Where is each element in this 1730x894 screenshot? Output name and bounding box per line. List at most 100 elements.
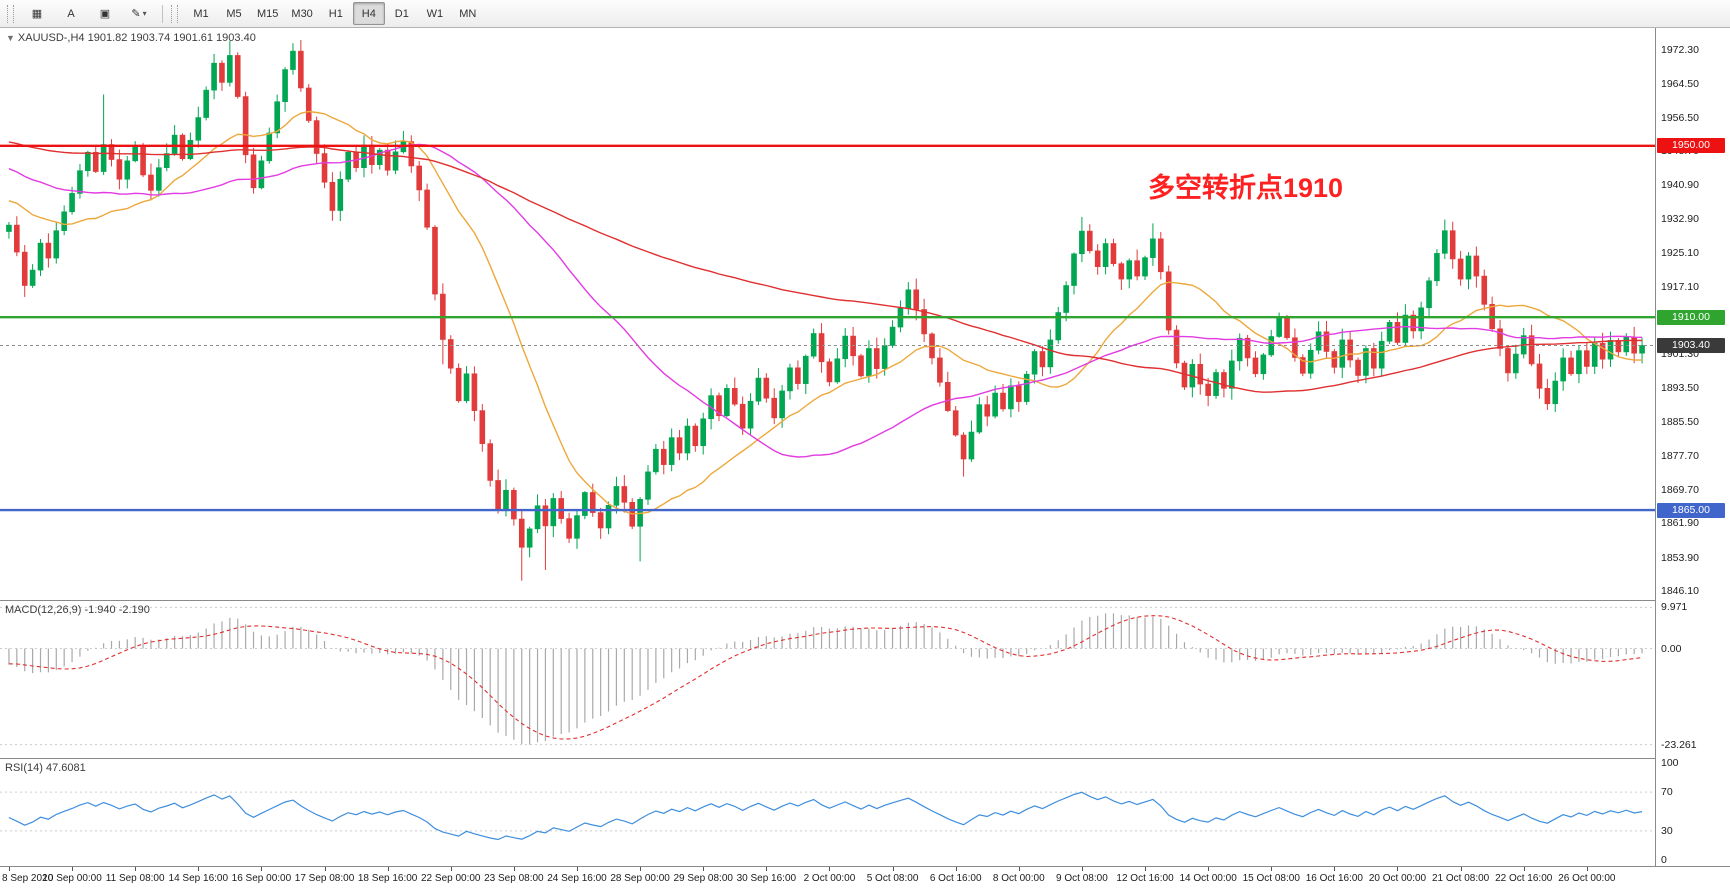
toolbar-separator bbox=[162, 4, 163, 23]
time-axis[interactable]: 8 Sep 2020 10 Sep 00:00 11 Sep 08:00 14 Sep… bbox=[0, 866, 1730, 894]
ma-fast-line bbox=[8, 110, 1643, 515]
time-axis-tick bbox=[766, 867, 768, 871]
macd-signal-line bbox=[8, 615, 1643, 740]
price-axis-label: 1940.90 bbox=[1661, 178, 1699, 191]
time-axis-label: 8 Sep 2020 bbox=[2, 873, 54, 884]
level-price-badge-1950.00: 1950.00 bbox=[1657, 138, 1725, 154]
time-axis-label: 23 Sep 08:00 bbox=[484, 873, 544, 884]
time-axis-label: 8 Oct 00:00 bbox=[992, 873, 1045, 884]
time-axis-tick bbox=[829, 867, 831, 871]
chart-window-glyph: ▦ bbox=[31, 8, 43, 20]
macd-axis-label: -23.261 bbox=[1661, 738, 1697, 751]
timeframe-button-group: M1 M5 M15 M30 H1 H4 D1 W1 MN bbox=[185, 2, 484, 25]
timeframe-button-W1[interactable]: W1 bbox=[426, 7, 444, 20]
time-axis-tick bbox=[1460, 867, 1462, 871]
time-axis-label: 2 Oct 00:00 bbox=[803, 873, 856, 884]
timeframe-button-D1[interactable]: D1 bbox=[394, 7, 409, 20]
colors-glyph: ✎ bbox=[131, 8, 141, 20]
time-axis-label: 16 Oct 16:00 bbox=[1305, 873, 1363, 884]
template-icon[interactable]: ▣ bbox=[89, 2, 121, 25]
price-axis-label: 1925.10 bbox=[1661, 246, 1699, 259]
top-toolbar: ▦ A ▣ ✎ ▾ M1 M5 M15 M30 H1 H4 D1 W1 MN bbox=[0, 0, 1730, 28]
timeframe-button-M5[interactable]: M5 bbox=[226, 7, 242, 20]
timeframe-button-M1[interactable]: M1 bbox=[193, 7, 209, 20]
timeframe-button-M30[interactable]: M30 bbox=[291, 7, 313, 20]
level-price-badge-1910.00: 1910.00 bbox=[1657, 309, 1725, 325]
timeframe-button-H1[interactable]: H1 bbox=[328, 7, 343, 20]
timeframe-button-M15[interactable]: M15 bbox=[257, 7, 279, 20]
time-axis-label: 6 Oct 16:00 bbox=[929, 873, 982, 884]
time-axis-label: 28 Sep 00:00 bbox=[610, 873, 670, 884]
ma-mid-line bbox=[8, 143, 1643, 458]
price-axis[interactable]: 1972.301964.501956.501948.701940.901932.… bbox=[1656, 28, 1730, 866]
rsi-axis-label: 100 bbox=[1661, 757, 1679, 769]
time-axis-label: 17 Sep 08:00 bbox=[294, 873, 355, 884]
price-axis-label: 1869.70 bbox=[1661, 483, 1699, 496]
macd-axis-label: 0.00 bbox=[1661, 642, 1682, 655]
toolbar-drag-handle[interactable] bbox=[7, 4, 14, 23]
time-axis-tick bbox=[1397, 867, 1399, 871]
rsi-panel-canvas[interactable] bbox=[0, 759, 1730, 866]
time-axis-tick bbox=[135, 867, 137, 871]
time-axis-tick bbox=[1145, 867, 1147, 871]
time-axis-label: 9 Oct 08:00 bbox=[1056, 873, 1108, 884]
price-axis-label: 1861.90 bbox=[1661, 517, 1699, 530]
macd-indicator-label: MACD(12,26,9) -1.940 -2.190 bbox=[5, 604, 150, 616]
rsi-indicator-label: RSI(14) 47.6081 bbox=[5, 762, 86, 774]
price-axis-label: 1893.50 bbox=[1661, 381, 1699, 394]
timeframe-button-MN[interactable]: MN bbox=[459, 7, 477, 20]
rsi-panel-separator[interactable] bbox=[0, 758, 1730, 759]
ma-lines bbox=[8, 110, 1643, 515]
time-axis-tick bbox=[513, 867, 515, 871]
price-axis-label: 1917.10 bbox=[1661, 280, 1699, 293]
price-axis-label: 1853.90 bbox=[1661, 551, 1699, 564]
price-axis-label: 1885.50 bbox=[1661, 416, 1699, 429]
time-axis-tick bbox=[198, 867, 200, 871]
time-axis-tick bbox=[1081, 867, 1083, 871]
chart-window-icon[interactable]: ▦ bbox=[21, 2, 53, 25]
candlestick-series bbox=[6, 39, 1645, 581]
time-axis-label: 10 Sep 00:00 bbox=[42, 873, 102, 884]
main-chart-canvas[interactable] bbox=[0, 28, 1730, 600]
collapse-triangle-icon[interactable]: ▼ bbox=[6, 33, 15, 43]
text-label-icon[interactable]: A bbox=[55, 2, 87, 25]
symbol-header: ▼ XAUUSD-,H4 1901.82 1903.74 1901.61 1903… bbox=[6, 32, 256, 44]
time-axis-label: 15 Oct 08:00 bbox=[1242, 873, 1300, 884]
time-axis-label: 24 Sep 16:00 bbox=[547, 873, 607, 884]
time-axis-label: 14 Oct 00:00 bbox=[1179, 873, 1237, 884]
time-axis-label: 30 Sep 16:00 bbox=[736, 873, 797, 884]
time-axis-label: 26 Oct 00:00 bbox=[1558, 873, 1616, 884]
rsi-axis-label: 0 bbox=[1661, 854, 1667, 866]
rsi-line bbox=[8, 791, 1643, 841]
price-axis-label: 1846.10 bbox=[1661, 585, 1699, 597]
price-axis-label: 1972.30 bbox=[1661, 44, 1699, 57]
time-axis-label: 12 Oct 16:00 bbox=[1116, 873, 1174, 884]
time-axis-tick bbox=[955, 867, 957, 871]
macd-histogram bbox=[8, 613, 1643, 745]
chevron-down-icon: ▾ bbox=[142, 9, 147, 18]
time-axis-tick bbox=[1334, 867, 1336, 871]
rsi-axis-label: 70 bbox=[1661, 786, 1673, 799]
time-axis-tick bbox=[576, 867, 578, 871]
chart-annotation-text: 多空转折点1910 bbox=[1148, 173, 1344, 203]
time-axis-tick bbox=[324, 867, 326, 871]
price-axis-border bbox=[1655, 28, 1656, 866]
time-axis-tick bbox=[450, 867, 452, 871]
macd-panel-canvas[interactable] bbox=[0, 601, 1730, 758]
timeframe-drag-handle[interactable] bbox=[171, 4, 178, 23]
time-axis-tick bbox=[1018, 867, 1020, 871]
colors-icon[interactable]: ✎ ▾ bbox=[123, 2, 155, 25]
time-axis-label: 29 Sep 08:00 bbox=[673, 873, 733, 884]
time-axis-label: 20 Oct 00:00 bbox=[1368, 873, 1427, 884]
current-price-badge: 1903.40 bbox=[1657, 337, 1725, 353]
timeframe-button-H4[interactable]: H4 bbox=[352, 2, 385, 25]
time-axis-label: 11 Sep 08:00 bbox=[105, 873, 165, 884]
time-axis-tick bbox=[387, 867, 389, 871]
price-axis-label: 1877.70 bbox=[1661, 449, 1699, 462]
time-axis-tick bbox=[8, 867, 10, 871]
time-axis-tick bbox=[1271, 867, 1273, 871]
ma-slow-line bbox=[8, 141, 1643, 393]
time-axis-label: 21 Oct 08:00 bbox=[1431, 873, 1490, 884]
macd-panel-separator[interactable] bbox=[0, 600, 1730, 601]
price-axis-label: 1932.90 bbox=[1661, 213, 1699, 226]
